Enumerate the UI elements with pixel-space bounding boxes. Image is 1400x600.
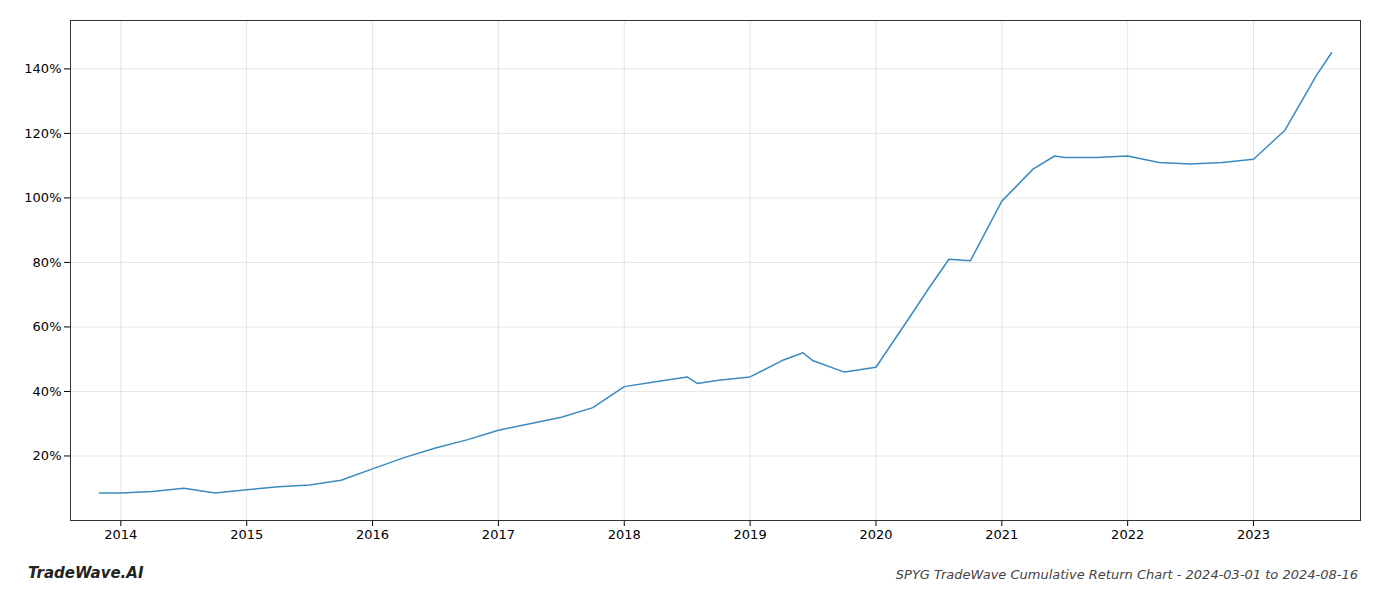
svg-text:2014: 2014: [104, 527, 137, 542]
svg-text:40%: 40%: [33, 384, 62, 399]
svg-text:2019: 2019: [734, 527, 767, 542]
svg-text:80%: 80%: [33, 255, 62, 270]
html-text:TradeWave.AI: TradeWave.AI: [28, 564, 144, 582]
svg-text:60%: 60%: [33, 319, 62, 334]
svg-text:140%: 140%: [24, 61, 61, 76]
svg-text:120%: 120%: [24, 126, 61, 141]
svg-text:20%: 20%: [33, 448, 62, 463]
svg-text:2017: 2017: [482, 527, 515, 542]
svg-text:2023: 2023: [1237, 527, 1270, 542]
html-text:SPYG TradeWave Cumulative Retu: SPYG TradeWave Cumulative Return Chart -…: [895, 567, 1358, 582]
svg-text:2018: 2018: [608, 527, 641, 542]
svg-text:2021: 2021: [985, 527, 1018, 542]
svg-text:100%: 100%: [24, 190, 61, 205]
svg-text:2022: 2022: [1111, 527, 1144, 542]
svg-text:2015: 2015: [230, 527, 263, 542]
svg-text:2020: 2020: [859, 527, 892, 542]
svg-text:2016: 2016: [356, 527, 389, 542]
